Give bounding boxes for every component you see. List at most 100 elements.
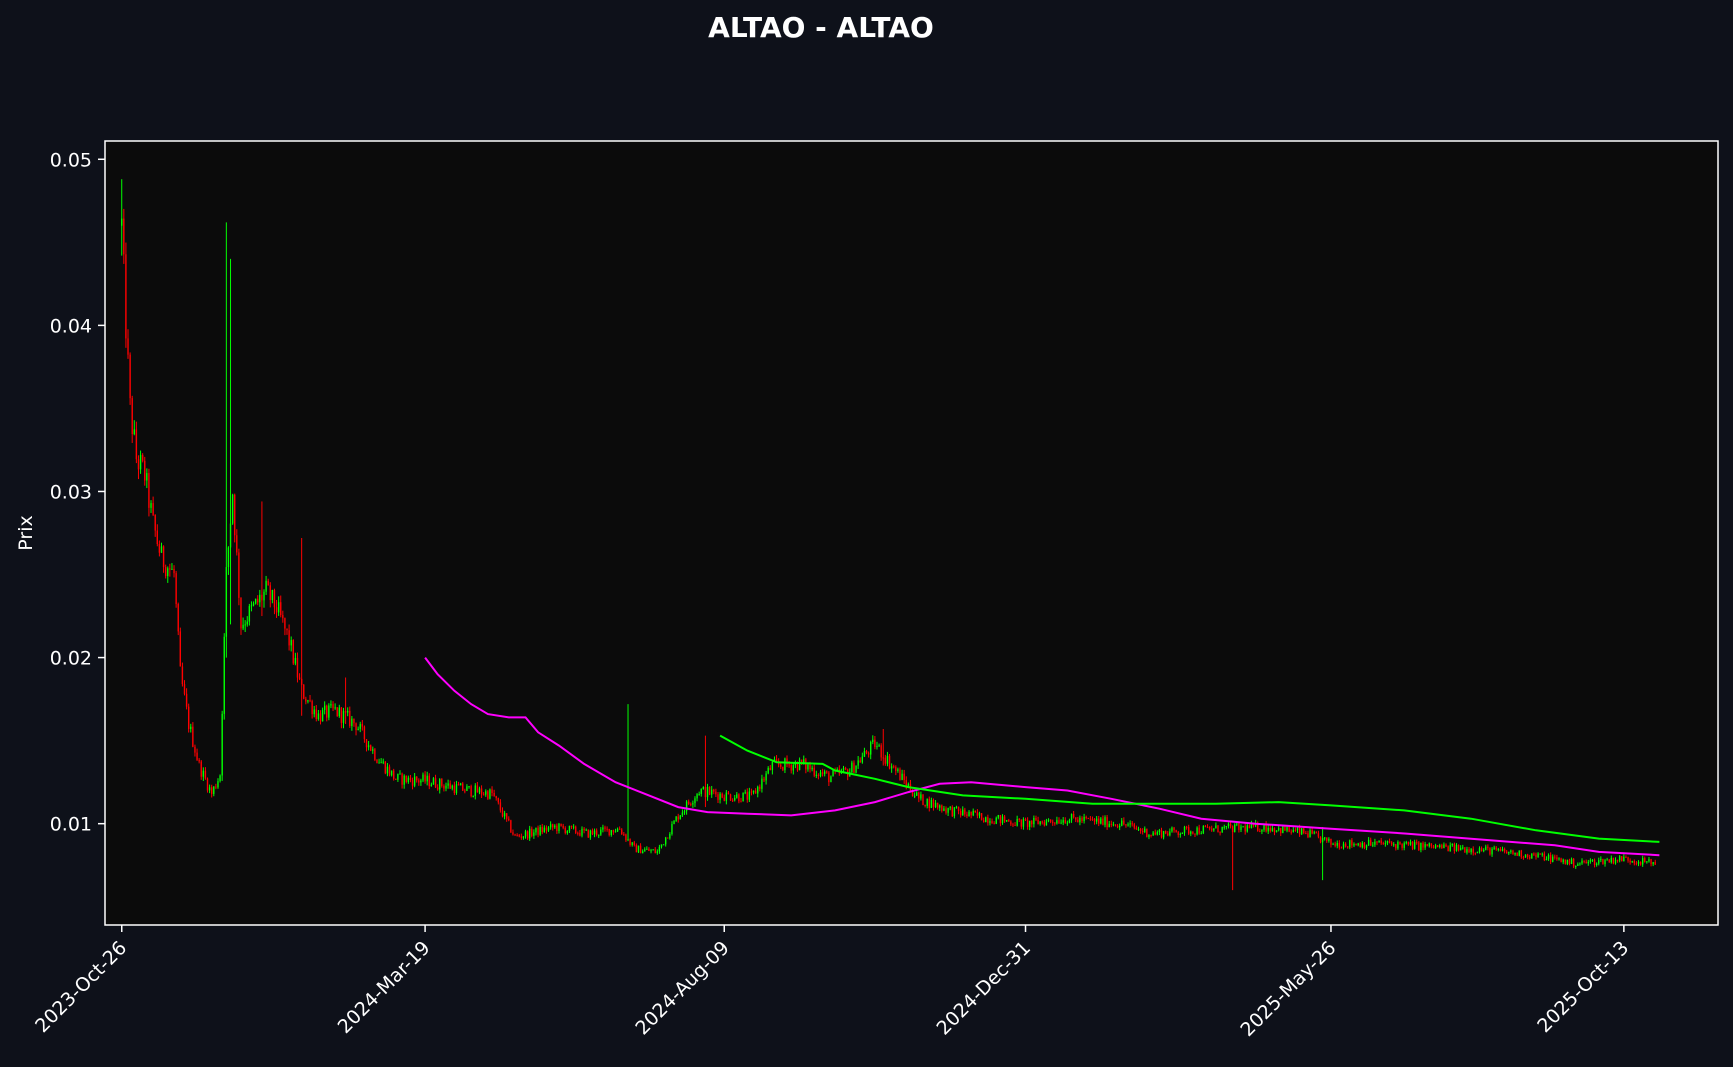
candle — [505, 813, 508, 822]
candle — [462, 781, 464, 792]
candle — [206, 777, 209, 793]
candle — [1323, 837, 1326, 841]
candle — [288, 624, 290, 651]
candle — [752, 790, 755, 795]
candle — [520, 833, 523, 840]
candle — [759, 784, 761, 792]
candle — [711, 785, 713, 798]
candle — [121, 179, 123, 256]
candle — [729, 793, 732, 801]
candle — [1370, 837, 1372, 846]
candle — [966, 811, 968, 819]
candle — [606, 826, 608, 832]
candle — [583, 827, 585, 834]
candle — [1612, 857, 1615, 865]
candle — [721, 792, 723, 799]
candle — [625, 833, 627, 842]
candle — [1334, 841, 1336, 848]
candle — [328, 703, 330, 721]
candle — [213, 786, 215, 797]
candle — [1512, 849, 1514, 855]
candle — [1095, 815, 1098, 825]
candle — [1162, 830, 1165, 840]
candle — [447, 779, 449, 789]
candle — [144, 456, 146, 486]
candle — [150, 500, 152, 513]
candle — [428, 773, 430, 790]
candle — [696, 793, 698, 802]
candle — [549, 821, 552, 830]
candle — [395, 778, 397, 780]
candle — [537, 825, 539, 838]
candle — [1474, 852, 1477, 856]
candle — [1501, 846, 1504, 852]
candle — [1167, 831, 1169, 837]
candle — [1240, 824, 1242, 833]
candle — [579, 830, 581, 837]
candle — [692, 800, 694, 808]
candle — [1457, 844, 1460, 852]
candle — [1079, 815, 1081, 826]
candle — [1202, 825, 1205, 835]
candle — [1083, 813, 1085, 824]
candle — [1466, 846, 1468, 855]
candle — [1129, 820, 1131, 828]
candle — [775, 755, 778, 762]
candle — [813, 763, 815, 778]
candle — [478, 786, 481, 795]
candle — [1052, 819, 1054, 826]
candle — [436, 784, 439, 791]
candle — [257, 595, 259, 606]
candle — [700, 788, 702, 797]
candle — [547, 826, 550, 832]
candle — [1390, 841, 1393, 847]
candle — [1068, 818, 1071, 824]
candle — [432, 777, 435, 785]
candle — [598, 834, 600, 839]
candle — [1382, 841, 1384, 845]
candle — [399, 770, 401, 775]
candle — [390, 770, 393, 777]
candle — [972, 808, 974, 817]
candle — [621, 828, 623, 835]
candle — [855, 765, 857, 774]
candle — [1357, 842, 1359, 847]
candle — [844, 766, 847, 771]
candle — [1014, 822, 1016, 826]
candle — [826, 770, 828, 774]
candle — [539, 824, 541, 836]
moving-average-short-line — [424, 656, 1660, 857]
candle — [1591, 859, 1594, 862]
candle — [1261, 829, 1263, 835]
candle — [608, 828, 610, 837]
candle — [300, 537, 303, 716]
candle — [1305, 830, 1307, 835]
candle — [290, 636, 292, 652]
candle — [698, 791, 700, 796]
candle — [1635, 861, 1638, 866]
candle — [957, 806, 960, 815]
candle — [1602, 858, 1604, 865]
candle — [1211, 825, 1213, 832]
candle — [851, 760, 853, 774]
candle — [1572, 857, 1575, 869]
candle — [307, 699, 309, 704]
candle — [474, 783, 476, 800]
x-tick-label: 2024-Aug-09 — [631, 937, 733, 1039]
candle — [267, 578, 269, 586]
candle — [985, 816, 987, 823]
candle — [499, 799, 502, 813]
candle — [1568, 858, 1571, 866]
candle — [1039, 820, 1041, 826]
candle — [533, 829, 535, 839]
candle — [1575, 865, 1577, 869]
candle — [459, 782, 462, 786]
x-tick-label: 2024-Mar-19 — [334, 937, 435, 1038]
candle — [572, 824, 575, 830]
candle — [618, 826, 621, 830]
candle — [380, 758, 382, 764]
candle — [512, 829, 514, 836]
candle — [382, 758, 384, 765]
candle — [1047, 818, 1050, 823]
candle — [780, 762, 782, 770]
